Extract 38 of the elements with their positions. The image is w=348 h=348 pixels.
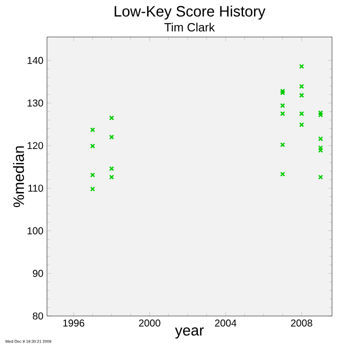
x-tick-label: 2008: [291, 320, 312, 327]
chart-subtitle: Tim Clark: [164, 22, 215, 32]
point: [299, 64, 304, 69]
point: [299, 92, 304, 98]
point: [90, 186, 96, 192]
y-tick-label: 130: [28, 99, 44, 107]
point: [109, 166, 114, 172]
point: [280, 172, 286, 177]
y-tick-label: 90: [32, 270, 44, 277]
point: [299, 122, 304, 128]
point: [318, 136, 324, 142]
point: [318, 145, 324, 150]
point: [299, 84, 304, 89]
point: [109, 174, 114, 180]
y-tick-label: 120: [28, 142, 44, 150]
point: [318, 148, 324, 153]
point: [90, 144, 96, 149]
y-axis-title: %median: [13, 146, 24, 208]
y-tick-label: 110: [28, 184, 44, 192]
point: [318, 174, 324, 180]
point: [280, 103, 286, 108]
point: [280, 111, 286, 116]
point: [90, 172, 96, 178]
x-tick-label: 2000: [139, 320, 160, 327]
x-axis-title: year: [174, 327, 204, 339]
chart-title: Low-Key Score History: [114, 6, 266, 20]
y-tick-label: 80: [32, 312, 44, 320]
point: [318, 112, 324, 118]
y-tick-label: 140: [28, 56, 44, 64]
x-tick-label: 1996: [63, 320, 84, 327]
point: [299, 111, 304, 116]
point: [280, 142, 286, 148]
point: [109, 134, 114, 140]
point: [90, 127, 96, 132]
point: [318, 110, 324, 116]
point: [109, 115, 114, 120]
y-tick-label: 100: [28, 227, 44, 234]
x-tick-label: 2004: [215, 320, 236, 327]
